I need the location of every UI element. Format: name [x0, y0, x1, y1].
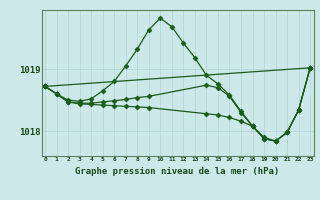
- X-axis label: Graphe pression niveau de la mer (hPa): Graphe pression niveau de la mer (hPa): [76, 167, 280, 176]
